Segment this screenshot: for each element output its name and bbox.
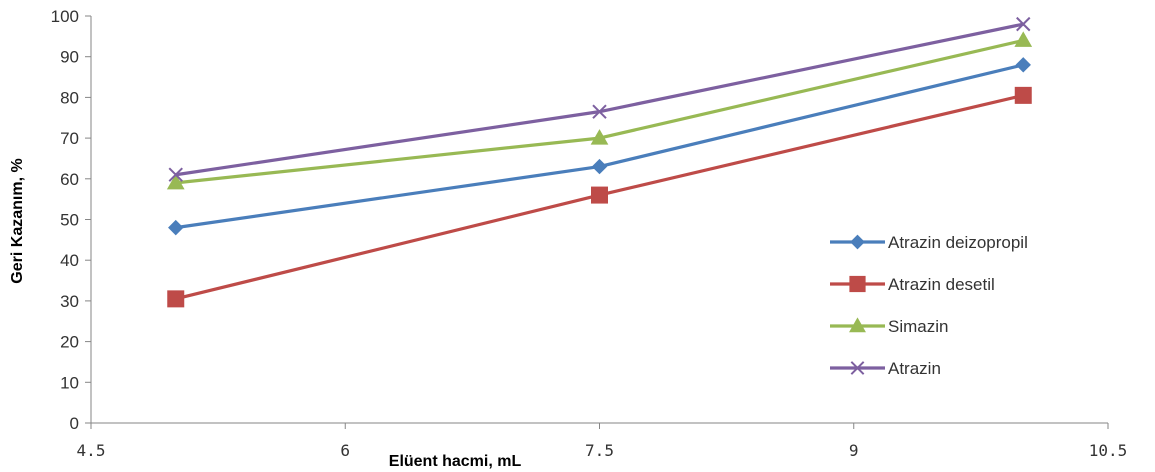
legend: Atrazin deizopropil Atrazin desetil Simazi… [830,233,1028,378]
series-3 [166,31,1033,190]
data-point [1014,31,1033,47]
x-tick-label: 10.5 [1089,441,1128,460]
y-tick-label: 10 [60,373,79,392]
data-point [168,219,184,236]
series-4 [168,16,1031,182]
data-point [592,104,607,119]
legend-entry: Atrazin desetil [830,275,995,294]
y-tick-label: 90 [60,48,79,67]
data-point [591,186,608,204]
legend-label: Atrazin deizopropil [888,233,1028,252]
data-point [167,290,185,308]
y-tick-label: 40 [60,251,79,270]
x-axis: 4.5 6 7.5 9 10.5 [77,422,1128,460]
legend-marker [850,361,865,375]
legend-label: Atrazin [888,359,941,378]
data-point [166,173,185,190]
x-axis-title: Elüent hacmi, mL [389,453,522,470]
series-1 [168,57,1031,236]
x-tick-label: 4.5 [77,441,106,460]
x-tick-label: 7.5 [585,441,614,460]
legend-marker [849,317,866,333]
x-tick-label: 9 [849,441,859,460]
series-layer [166,16,1033,308]
data-point [168,167,183,182]
series-line [175,22,1024,177]
y-tick-label: 100 [51,7,79,26]
y-axis: 0 10 20 30 40 50 60 70 80 90 100 [51,7,92,433]
legend-entry: Simazin [830,317,948,336]
y-tick-label: 60 [60,170,79,189]
y-tick-label: 80 [60,88,79,107]
data-point [590,129,609,145]
legend-marker [849,275,866,293]
data-point [591,158,608,175]
series-2 [167,86,1032,308]
legend-marker [850,234,865,250]
legend-label: Atrazin desetil [888,275,995,294]
legend-label: Simazin [888,317,948,336]
data-point [1015,57,1031,73]
legend-entry: Atrazin deizopropil [830,233,1028,252]
y-tick-label: 70 [60,129,79,148]
data-point [1016,16,1031,32]
y-tick-label: 20 [60,333,79,352]
y-tick-label: 0 [70,414,79,433]
legend-entry: Atrazin [830,359,941,378]
x-tick-label: 6 [340,441,350,460]
y-tick-label: 50 [60,211,79,230]
data-point [1014,86,1032,104]
y-axis-title: Geri Kazanım, % [9,158,26,283]
y-tick-label: 30 [60,292,79,311]
